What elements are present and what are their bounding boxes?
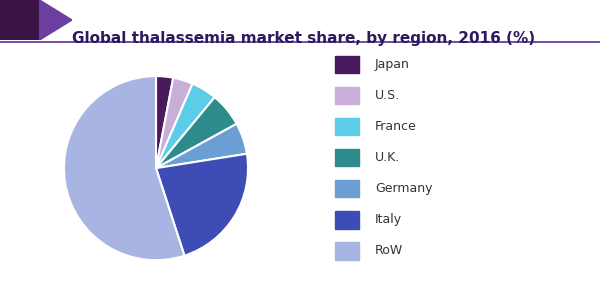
Text: France: France: [375, 120, 416, 133]
Bar: [335, 87, 359, 104]
Bar: [335, 56, 359, 73]
Polygon shape: [0, 0, 40, 40]
Bar: [335, 211, 359, 229]
Text: Italy: Italy: [375, 213, 402, 227]
Text: U.S.: U.S.: [375, 89, 400, 102]
Text: RoW: RoW: [375, 245, 403, 258]
Bar: [335, 118, 359, 135]
Wedge shape: [156, 76, 173, 168]
Polygon shape: [40, 0, 72, 40]
Wedge shape: [156, 97, 236, 168]
Text: Germany: Germany: [375, 182, 433, 195]
Bar: [335, 180, 359, 197]
Text: Japan: Japan: [375, 58, 410, 71]
Wedge shape: [156, 84, 215, 168]
Wedge shape: [64, 76, 184, 260]
Bar: [335, 242, 359, 260]
Wedge shape: [156, 124, 247, 168]
Wedge shape: [156, 154, 248, 256]
Text: Global thalassemia market share, by region, 2016 (%): Global thalassemia market share, by regi…: [72, 31, 535, 46]
Text: U.K.: U.K.: [375, 151, 400, 164]
Wedge shape: [156, 78, 193, 168]
Bar: [335, 149, 359, 166]
